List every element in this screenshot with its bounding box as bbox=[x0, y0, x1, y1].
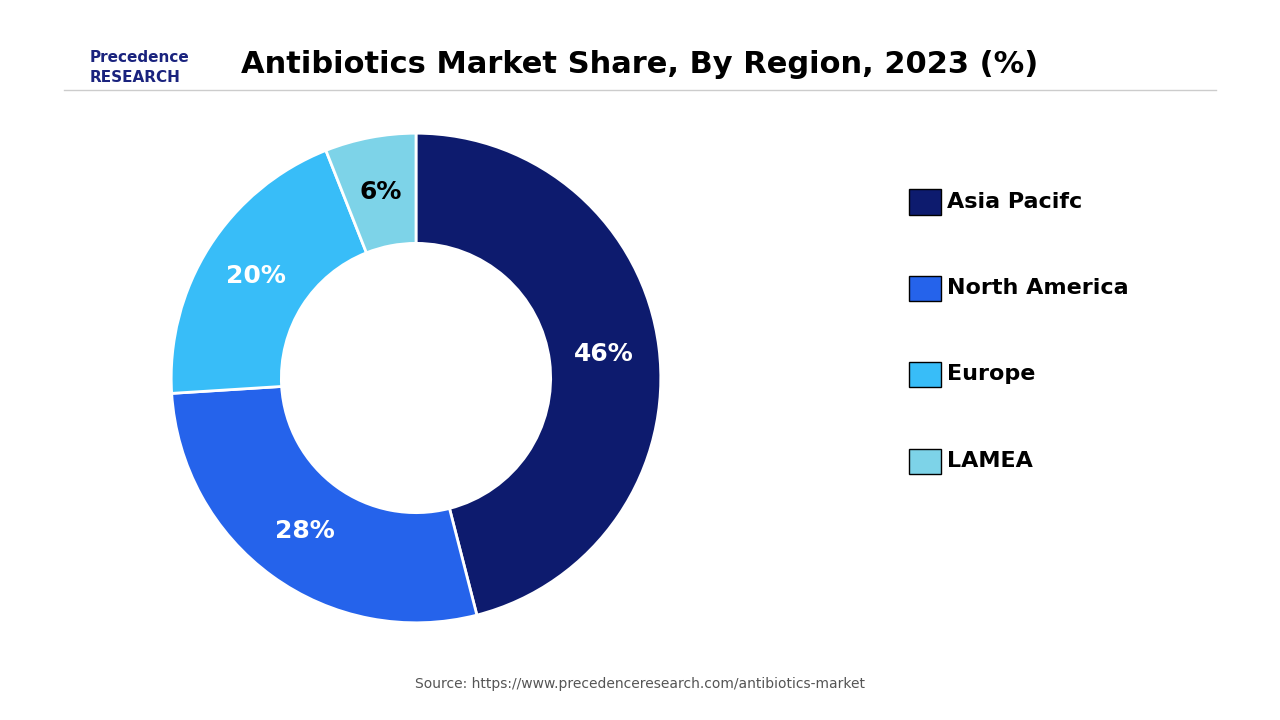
Text: 20%: 20% bbox=[225, 264, 285, 288]
Text: Source: https://www.precedenceresearch.com/antibiotics-market: Source: https://www.precedenceresearch.c… bbox=[415, 678, 865, 691]
Text: 46%: 46% bbox=[575, 342, 634, 366]
Wedge shape bbox=[416, 133, 660, 615]
Text: North America: North America bbox=[947, 278, 1129, 298]
Text: LAMEA: LAMEA bbox=[947, 451, 1033, 471]
Text: Europe: Europe bbox=[947, 364, 1036, 384]
Text: 28%: 28% bbox=[275, 520, 334, 544]
Text: Antibiotics Market Share, By Region, 2023 (%): Antibiotics Market Share, By Region, 202… bbox=[242, 50, 1038, 79]
Wedge shape bbox=[326, 133, 416, 253]
Wedge shape bbox=[172, 150, 366, 393]
Wedge shape bbox=[172, 387, 477, 623]
Text: Precedence
RESEARCH: Precedence RESEARCH bbox=[90, 50, 189, 85]
Text: Asia Pacifc: Asia Pacifc bbox=[947, 192, 1083, 212]
Text: 6%: 6% bbox=[360, 180, 402, 204]
